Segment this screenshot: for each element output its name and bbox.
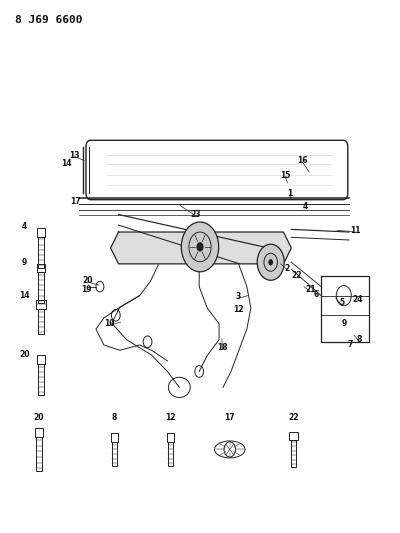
Text: 4: 4 [303,201,308,211]
Bar [37,356,46,364]
Text: 8: 8 [357,335,362,344]
Circle shape [181,222,219,272]
Text: 24: 24 [352,295,363,304]
Text: 20: 20 [19,350,30,359]
Text: 18: 18 [217,343,228,352]
Circle shape [196,242,204,252]
Text: 5: 5 [339,298,344,307]
Text: 3: 3 [236,292,241,301]
Text: 21: 21 [305,285,316,294]
Text: 9: 9 [341,319,346,328]
Text: 9: 9 [22,258,27,267]
Text: 7: 7 [347,341,352,350]
Text: 13: 13 [70,151,80,160]
Text: 17: 17 [224,413,235,422]
Circle shape [257,244,284,280]
Bar [38,309,44,334]
Bar [35,427,44,437]
Text: 8: 8 [112,413,117,422]
Text: 17: 17 [70,197,81,206]
Text: 20: 20 [82,276,93,285]
Text: 10: 10 [104,319,115,328]
Text: 2: 2 [285,264,290,272]
Text: 12: 12 [233,305,244,314]
Bar [36,437,42,471]
Text: 22: 22 [291,271,301,280]
Bar [112,442,117,466]
Text: 14: 14 [19,292,30,300]
Bar [37,228,46,237]
Text: 15: 15 [280,171,290,180]
Bar [37,264,46,272]
Bar [38,237,44,268]
Text: 14: 14 [61,159,71,167]
Text: 1: 1 [287,189,292,198]
Circle shape [268,259,273,265]
Text: 23: 23 [191,210,201,219]
Bar [36,300,46,309]
Text: 12: 12 [165,413,176,422]
Bar [290,440,296,467]
Text: 4: 4 [22,222,27,231]
Text: 16: 16 [297,156,308,165]
Text: 19: 19 [82,285,92,294]
Bar [289,432,298,440]
Polygon shape [111,232,291,264]
Bar [111,433,118,442]
Bar [38,272,44,303]
Text: 20: 20 [34,413,44,422]
Text: 11: 11 [350,226,361,235]
Text: 6: 6 [313,290,319,299]
Text: 22: 22 [288,413,298,422]
Bar [167,433,174,442]
Text: 8 J69 6600: 8 J69 6600 [15,14,83,25]
Bar [38,364,44,395]
Bar [168,442,172,466]
